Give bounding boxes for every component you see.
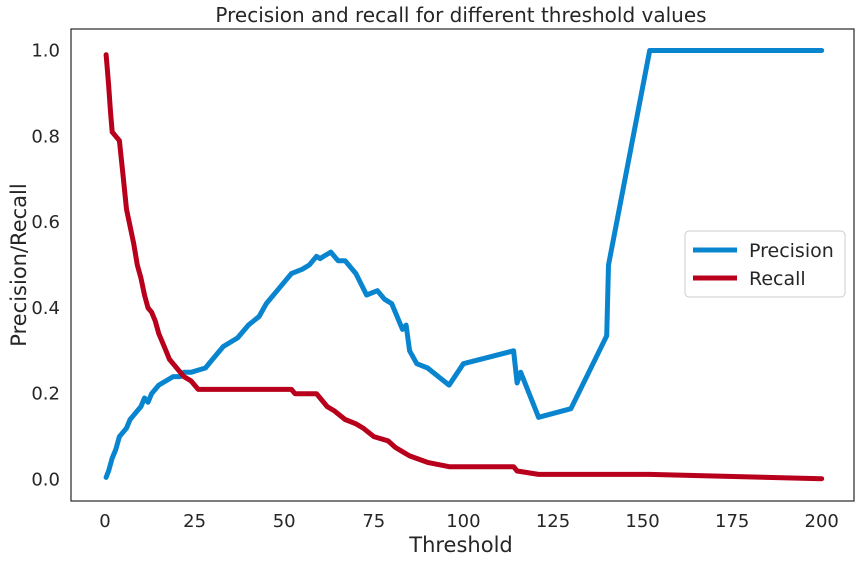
y-tick-label: 0.4 bbox=[31, 298, 60, 319]
x-tick-label: 25 bbox=[183, 511, 206, 532]
x-tick-label: 0 bbox=[99, 511, 110, 532]
x-tick-label: 200 bbox=[805, 511, 839, 532]
x-tick-label: 175 bbox=[715, 511, 749, 532]
legend-label-recall: Recall bbox=[749, 268, 806, 290]
y-axis-ticks: 0.0 0.2 0.4 0.6 0.8 1.0 bbox=[31, 41, 60, 491]
x-tick-label: 100 bbox=[446, 511, 480, 532]
series-line-recall bbox=[103, 52, 825, 482]
y-tick-label: 1.0 bbox=[31, 41, 60, 62]
x-tick-label: 75 bbox=[362, 511, 385, 532]
chart-title: Precision and recall for different thres… bbox=[215, 3, 706, 27]
y-tick-label: 0.8 bbox=[31, 126, 60, 147]
x-tick-label: 125 bbox=[536, 511, 570, 532]
legend: Precision Recall bbox=[684, 230, 846, 298]
y-tick-label: 0.2 bbox=[31, 384, 60, 405]
plot-frame bbox=[70, 28, 855, 502]
x-axis-label: Threshold bbox=[408, 533, 513, 557]
y-axis-label: Precision/Recall bbox=[7, 183, 31, 346]
x-tick-label: 150 bbox=[625, 511, 659, 532]
x-tick-label: 50 bbox=[273, 511, 296, 532]
y-tick-label: 0.6 bbox=[31, 212, 60, 233]
plot-lines bbox=[103, 48, 825, 482]
x-axis-ticks: 0 25 50 75 100 125 150 175 200 bbox=[99, 511, 839, 532]
y-tick-label: 0.0 bbox=[31, 470, 60, 491]
legend-label-precision: Precision bbox=[749, 240, 834, 262]
series-line-precision bbox=[103, 48, 825, 480]
